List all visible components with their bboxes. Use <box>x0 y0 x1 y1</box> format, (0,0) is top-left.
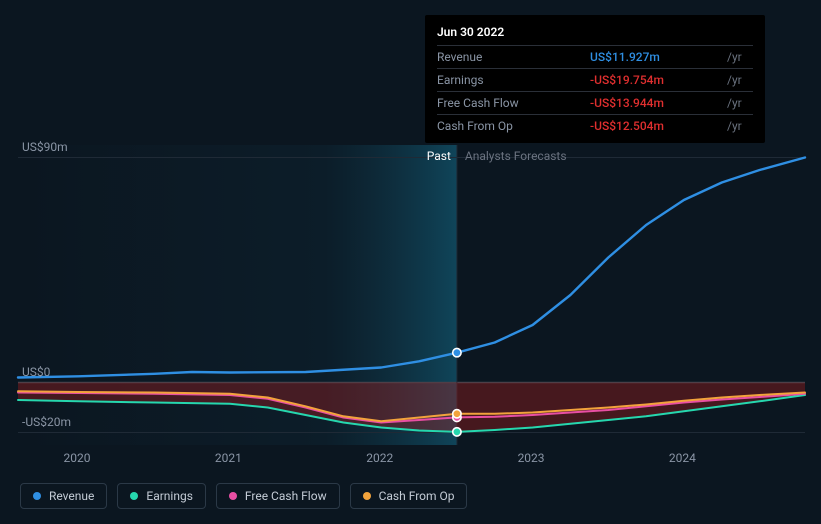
financial-chart: US$90m US$0 -US$20m 2020 2021 2022 2023 … <box>0 0 821 524</box>
tooltip-row-unit: /yr <box>723 46 753 69</box>
x-axis-label: 2023 <box>518 451 545 465</box>
x-axis-label: 2020 <box>64 451 91 465</box>
legend-item-label: Free Cash Flow <box>245 489 327 503</box>
legend-item-label: Cash From Op <box>379 489 455 503</box>
legend-item-cash-from-op[interactable]: Cash From Op <box>350 483 468 509</box>
past-region-label: Past <box>427 149 451 163</box>
legend-dot-icon <box>33 492 41 500</box>
tooltip-row-unit: /yr <box>723 69 753 92</box>
x-axis-label: 2021 <box>215 451 242 465</box>
y-axis-label: -US$20m <box>22 415 71 429</box>
forecast-region-label: Analysts Forecasts <box>465 149 567 163</box>
tooltip-row-value: -US$13.944m <box>570 92 723 115</box>
legend-dot-icon <box>130 492 138 500</box>
tooltip-date: Jun 30 2022 <box>437 23 753 45</box>
legend-item-earnings[interactable]: Earnings <box>117 483 206 509</box>
tooltip-row-label: Cash From Op <box>437 115 570 138</box>
legend-dot-icon <box>229 492 237 500</box>
tooltip-row-label: Free Cash Flow <box>437 92 570 115</box>
legend-item-revenue[interactable]: Revenue <box>20 483 107 509</box>
tooltip-row-label: Earnings <box>437 69 570 92</box>
tooltip-row-unit: /yr <box>723 92 753 115</box>
tooltip-row: RevenueUS$11.927m/yr <box>437 46 753 69</box>
legend-item-label: Revenue <box>49 489 94 503</box>
tooltip-row: Free Cash Flow-US$13.944m/yr <box>437 92 753 115</box>
legend-dot-icon <box>363 492 371 500</box>
x-axis-label: 2024 <box>669 451 696 465</box>
tooltip-table: RevenueUS$11.927m/yrEarnings-US$19.754m/… <box>437 45 753 137</box>
tooltip-row: Earnings-US$19.754m/yr <box>437 69 753 92</box>
legend-item-label: Earnings <box>146 489 193 503</box>
tooltip-row-label: Revenue <box>437 46 570 69</box>
tooltip-row-value: -US$12.504m <box>570 115 723 138</box>
tooltip-row-value: -US$19.754m <box>570 69 723 92</box>
chart-legend: Revenue Earnings Free Cash Flow Cash From O… <box>20 483 467 509</box>
y-axis-label: US$90m <box>22 140 68 154</box>
y-axis-label: US$0 <box>22 365 50 379</box>
legend-item-free-cash-flow[interactable]: Free Cash Flow <box>216 483 340 509</box>
x-axis-label: 2022 <box>366 451 393 465</box>
tooltip-row-value: US$11.927m <box>570 46 723 69</box>
tooltip-row-unit: /yr <box>723 115 753 138</box>
tooltip-row: Cash From Op-US$12.504m/yr <box>437 115 753 138</box>
data-tooltip: Jun 30 2022 RevenueUS$11.927m/yrEarnings… <box>425 15 765 143</box>
